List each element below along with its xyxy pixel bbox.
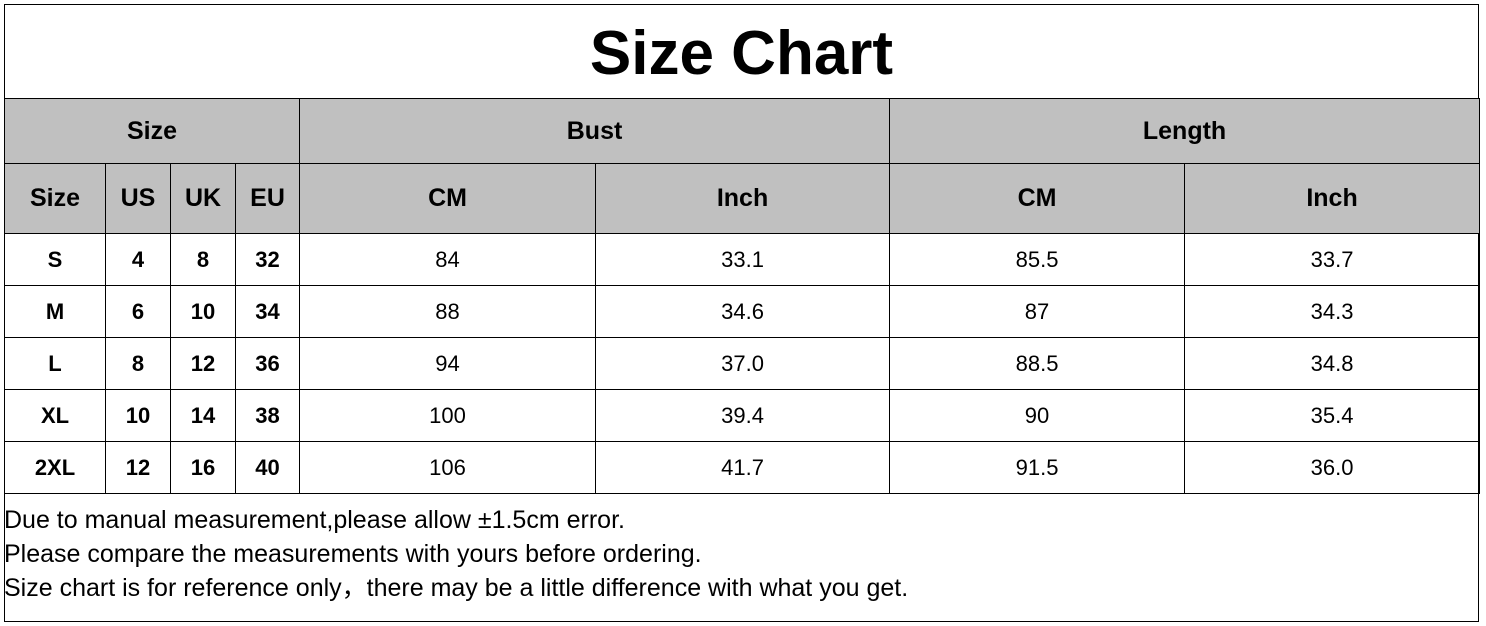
table-cell: 39.4 [595, 389, 891, 442]
table-cell: 106 [299, 441, 597, 494]
subheader-cell: CM [889, 163, 1186, 234]
table-cell: 94 [299, 337, 597, 390]
header-bust: Bust [299, 98, 891, 164]
subheader-cell: US [105, 163, 171, 234]
table-cell: 100 [299, 389, 597, 442]
table-cell: 6 [105, 285, 171, 338]
table-cell: 12 [105, 441, 171, 494]
subheader-cell: EU [234, 163, 301, 234]
chart-title: Size Chart [5, 5, 1478, 99]
table-cell: 36 [234, 337, 301, 390]
table-cell: 36.0 [1184, 441, 1481, 494]
table-cell: 10 [170, 285, 236, 338]
table-cell: 12 [170, 337, 236, 390]
table-cell: 34.8 [1184, 337, 1481, 390]
table-cell: 8 [105, 337, 171, 390]
size-chart: Size Chart Size Bust Length Size US UK EU CM… [3, 4, 1481, 622]
table-cell: 84 [299, 233, 597, 286]
table-cell: 34.6 [595, 285, 891, 338]
table-cell: 32 [234, 233, 301, 286]
table-cell: 14 [170, 389, 236, 442]
header-size: Size [3, 98, 301, 164]
subheader-cell: Size [4, 163, 106, 234]
table-cell: 91.5 [889, 441, 1186, 494]
table-cell: 10 [105, 389, 171, 442]
subheader-cell: UK [170, 163, 236, 234]
table-row: M 6 10 34 88 34.6 87 34.3 [4, 285, 1481, 338]
table-cell: 34 [234, 285, 301, 338]
note-line: Size chart is for reference only，there m… [4, 574, 909, 602]
table-cell: 2XL [4, 441, 106, 494]
table-cell: 37.0 [595, 337, 891, 390]
table-cell: 35.4 [1184, 389, 1481, 442]
note-line: Due to manual measurement,please allow ±… [4, 506, 625, 534]
subheader-cell: CM [299, 163, 597, 234]
subheader-row: Size US UK EU CM Inch CM Inch [4, 163, 1481, 234]
note-line: Please compare the measurements with you… [4, 540, 702, 568]
table-cell: 8 [170, 233, 236, 286]
table-cell: 4 [105, 233, 171, 286]
table-cell: S [4, 233, 106, 286]
table-cell: L [4, 337, 106, 390]
table-row: XL 10 14 38 100 39.4 90 35.4 [4, 389, 1481, 442]
table-cell: 87 [889, 285, 1186, 338]
table-cell: M [4, 285, 106, 338]
table-cell: 40 [234, 441, 301, 494]
table-cell: 41.7 [595, 441, 891, 494]
table-cell: XL [4, 389, 106, 442]
table-body: S 4 8 32 84 33.1 85.5 33.7 M 6 10 34 88 34.6 87 34.3 L 8 1… [4, 233, 1481, 494]
table-cell: 33.7 [1184, 233, 1481, 286]
size-table: Size Bust Length Size US UK EU CM Inch CM Inch … [3, 98, 1481, 494]
notes: Due to manual measurement,please allow ±… [4, 503, 908, 605]
table-cell: 16 [170, 441, 236, 494]
table-row: L 8 12 36 94 37.0 88.5 34.8 [4, 337, 1481, 390]
table-cell: 88.5 [889, 337, 1186, 390]
table-cell: 85.5 [889, 233, 1186, 286]
table-row: S 4 8 32 84 33.1 85.5 33.7 [4, 233, 1481, 286]
table-cell: 34.3 [1184, 285, 1481, 338]
table-cell: 38 [234, 389, 301, 442]
table-cell: 33.1 [595, 233, 891, 286]
header-group-row: Size Bust Length [3, 98, 1481, 164]
header-length: Length [889, 98, 1481, 164]
table-cell: 88 [299, 285, 597, 338]
table-row: 2XL 12 16 40 106 41.7 91.5 36.0 [4, 441, 1481, 494]
subheader-cell: Inch [1184, 163, 1481, 234]
table-cell: 90 [889, 389, 1186, 442]
subheader-cell: Inch [595, 163, 891, 234]
